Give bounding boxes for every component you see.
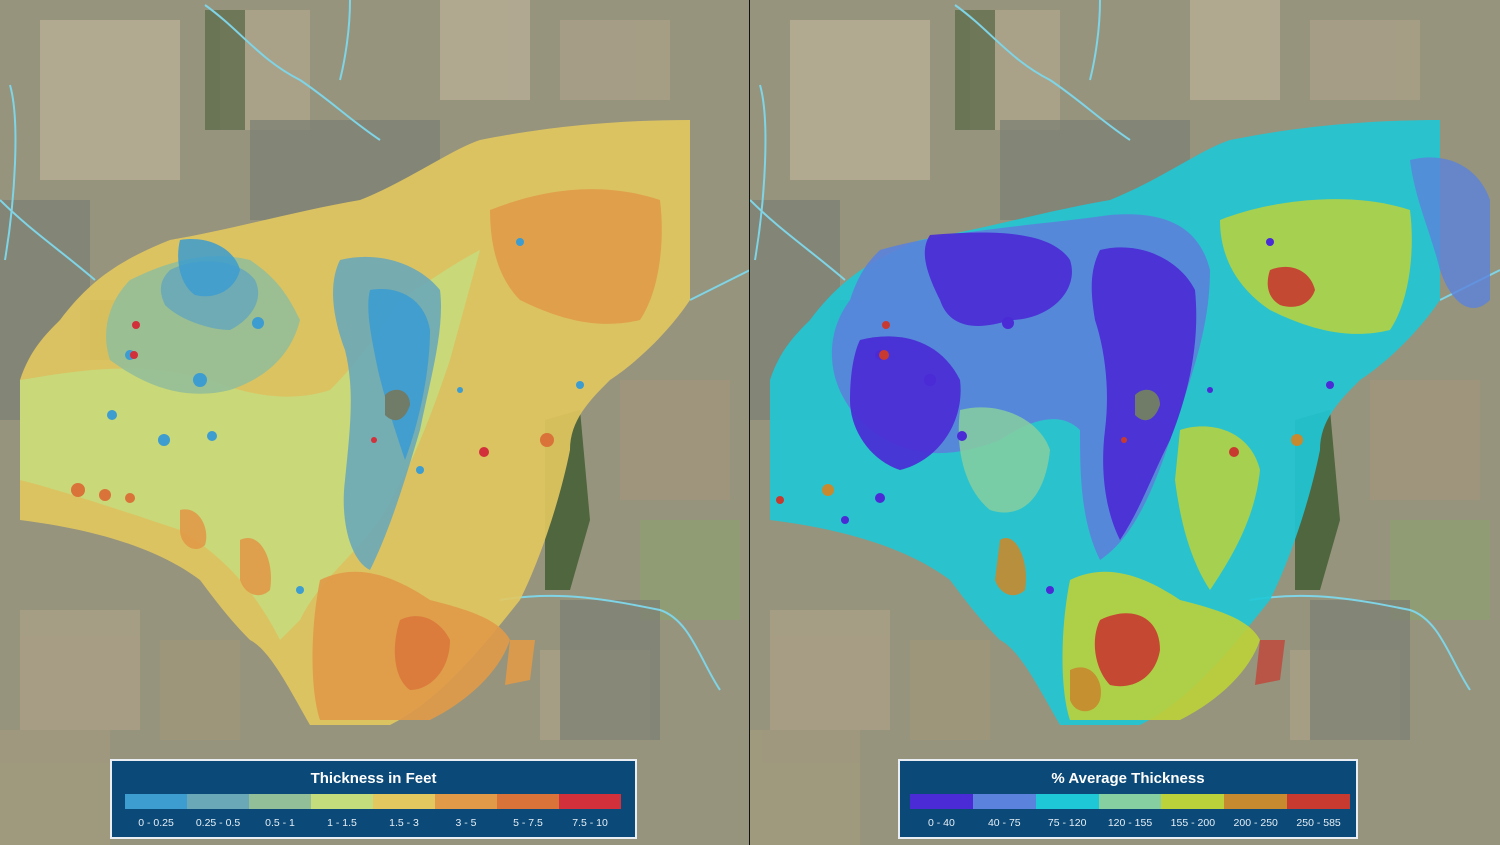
legend-label: 40 - 75 bbox=[987, 817, 1021, 829]
percent-average-map-panel[interactable]: % Average Thickness 0 - 40 40 - 75 75 - … bbox=[750, 0, 1500, 845]
legend-label: 1 - 1.5 bbox=[327, 817, 357, 829]
legend-label: 5 - 7.5 bbox=[513, 817, 543, 829]
legend-swatch bbox=[1098, 794, 1162, 809]
legend-swatch bbox=[373, 794, 435, 809]
legend-swatch bbox=[249, 794, 311, 809]
legend-swatch bbox=[1035, 794, 1099, 809]
legend-label: 3 - 5 bbox=[455, 817, 477, 829]
legend-swatch bbox=[311, 794, 373, 809]
legend-swatch bbox=[910, 794, 973, 809]
legend-label: 120 - 155 bbox=[1107, 817, 1153, 829]
legend-label: 7.5 - 10 bbox=[572, 817, 608, 829]
percent-average-raster bbox=[770, 120, 1490, 725]
legend-swatch bbox=[187, 794, 249, 809]
thickness-legend: Thickness in Feet 0 - 0.25 0.25 - 0.5 0.… bbox=[110, 759, 637, 839]
thickness-map-panel[interactable]: Thickness in Feet 0 - 0.25 0.25 - 0.5 0.… bbox=[0, 0, 750, 845]
legend-label: 0 - 0.25 bbox=[138, 817, 174, 829]
legend-swatch bbox=[435, 794, 497, 809]
legend-swatch bbox=[497, 794, 559, 809]
legend-swatch bbox=[1161, 794, 1225, 809]
thickness-map[interactable] bbox=[0, 0, 750, 845]
legend-label: 155 - 200 bbox=[1170, 817, 1216, 829]
legend-labels: 0 - 0.25 0.25 - 0.5 0.5 - 1 1 - 1.5 1.5 … bbox=[125, 817, 621, 829]
legend-swatch bbox=[559, 794, 621, 809]
percent-average-map[interactable] bbox=[750, 0, 1500, 845]
legend-title: Thickness in Feet bbox=[310, 770, 437, 787]
legend-swatches bbox=[910, 794, 1351, 809]
legend-label: 0.25 - 0.5 bbox=[195, 817, 241, 829]
legend-swatch bbox=[125, 794, 187, 809]
legend-labels: 0 - 40 40 - 75 75 - 120 120 - 155 155 - … bbox=[910, 817, 1350, 829]
thickness-raster bbox=[20, 120, 690, 725]
legend-label: 0 - 40 bbox=[928, 817, 955, 829]
legend-swatches bbox=[125, 794, 621, 809]
legend-label: 1.5 - 3 bbox=[389, 817, 419, 829]
legend-swatch bbox=[1224, 794, 1288, 809]
legend-label: 0.5 - 1 bbox=[265, 817, 295, 829]
legend-swatch bbox=[1287, 794, 1351, 809]
legend-swatch bbox=[972, 794, 1036, 809]
percent-average-legend: % Average Thickness 0 - 40 40 - 75 75 - … bbox=[898, 759, 1358, 839]
legend-title: % Average Thickness bbox=[1051, 770, 1205, 787]
legend-label: 250 - 585 bbox=[1296, 817, 1341, 829]
legend-label: 200 - 250 bbox=[1233, 817, 1278, 829]
legend-label: 75 - 120 bbox=[1047, 817, 1087, 829]
